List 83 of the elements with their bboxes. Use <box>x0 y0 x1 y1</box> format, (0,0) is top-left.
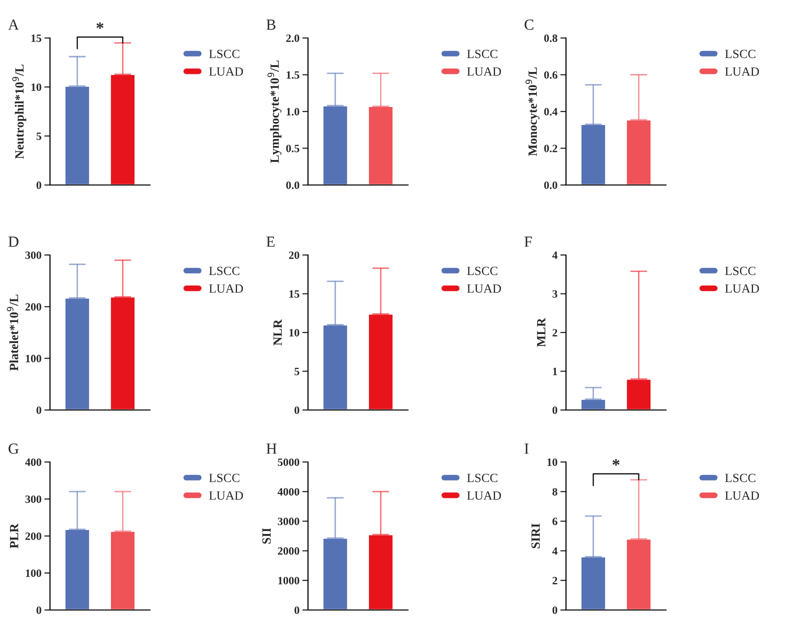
annotation: * <box>612 459 620 466</box>
y-tick-label: 400 <box>25 458 42 466</box>
text: * <box>96 22 104 29</box>
y-tick-label: 6 <box>552 518 558 526</box>
y-tick-label: 100 <box>26 569 42 577</box>
y-tick-label: 300 <box>25 495 42 503</box>
y-axis-title: NLR <box>274 319 282 346</box>
legend-label: LUAD <box>725 491 759 500</box>
legend-label: LUAD <box>467 284 501 293</box>
y-tick-label: 0.0 <box>286 181 300 190</box>
legend-label: LSCC <box>467 266 498 276</box>
y-tick-label: 3000 <box>278 518 300 526</box>
legend-label: LUAD <box>467 67 501 76</box>
y-tick-label: 20 <box>289 251 300 259</box>
y-tick-label: 10 <box>289 328 300 336</box>
y-tick-label: 5000 <box>278 458 300 466</box>
y-tick-label: 0.8 <box>544 34 558 42</box>
legend-label: LSCC <box>467 50 498 58</box>
chart-title: A <box>8 20 19 30</box>
y-tick-label: 4000 <box>278 488 300 496</box>
y-tick-label: 15 <box>31 34 42 42</box>
y-tick-label: 2 <box>552 576 558 584</box>
y-tick-label: 0 <box>552 406 558 414</box>
y-axis-title: Neutrophil*10$^{9}$/L <box>12 64 26 159</box>
legend-label: LSCC <box>725 474 756 482</box>
legend-label: LUAD <box>725 284 759 293</box>
y-tick-label: 1.5 <box>286 71 300 79</box>
chart-title: H <box>266 444 277 454</box>
y-tick-label: 0.2 <box>544 144 558 152</box>
chart-title: C <box>524 20 534 30</box>
y-axis-title: PLR <box>10 523 18 548</box>
y-tick-label: 4 <box>552 547 558 555</box>
y-tick-label: 0 <box>552 606 558 614</box>
y-axis-title: SIRI <box>531 524 540 548</box>
legend-label: LUAD <box>209 491 243 500</box>
y-tick-label: 1 <box>553 368 558 376</box>
y-axis-title: Platelet*10$^{9}$/L <box>6 294 18 371</box>
legend-label: LSCC <box>209 50 240 58</box>
y-tick-label: 0.4 <box>544 108 558 116</box>
y-tick-label: 100 <box>26 354 42 362</box>
y-tick-label: 300 <box>25 251 42 259</box>
y-tick-label: 0 <box>294 406 300 414</box>
y-tick-label: 1.0 <box>286 108 300 116</box>
y-tick-label: 1000 <box>278 576 300 584</box>
y-tick-label: 0 <box>36 181 42 189</box>
y-tick-label: 5 <box>36 132 42 140</box>
chart-title: G <box>8 444 19 454</box>
chart-title: D <box>8 236 18 247</box>
legend-label: LUAD <box>209 284 243 293</box>
y-tick-label: 10 <box>547 458 558 466</box>
y-tick-label: 0 <box>36 406 42 414</box>
y-axis-title: Lymphocyte*10$^{9}$/L <box>267 60 282 163</box>
legend-label: LSCC <box>467 474 498 482</box>
y-tick-label: 8 <box>552 488 558 496</box>
chart-title: E <box>266 236 275 247</box>
chart-title: B <box>266 20 276 30</box>
y-tick-label: 15 <box>289 290 300 298</box>
y-tick-label: 0.6 <box>544 71 558 79</box>
legend-label: LSCC <box>209 266 240 276</box>
chart-title: F <box>524 236 532 247</box>
legend-label: LUAD <box>725 67 759 76</box>
y-tick-label: 5 <box>294 368 300 376</box>
legend-label: LSCC <box>725 50 756 58</box>
y-axis-title: MLR <box>537 318 546 347</box>
y-axis-title: SII <box>262 528 271 544</box>
legend-label: LSCC <box>209 474 240 482</box>
legend-label: LUAD <box>467 491 501 500</box>
y-tick-label: 2 <box>552 328 558 336</box>
y-tick-label: 2000 <box>278 547 300 555</box>
y-tick-label: 4 <box>552 252 558 259</box>
y-tick-label: 3 <box>552 290 558 298</box>
legend-label: LSCC <box>725 266 756 276</box>
y-tick-label: 10 <box>31 83 42 91</box>
y-tick-label: 0.0 <box>544 181 558 190</box>
y-tick-label: 2.0 <box>286 34 300 42</box>
y-tick-label: 200 <box>25 303 42 311</box>
y-tick-label: 0 <box>36 606 42 614</box>
y-tick-label: 0.5 <box>286 144 300 152</box>
y-tick-label: 0 <box>294 606 300 614</box>
legend-label: LUAD <box>209 67 243 76</box>
y-tick-label: 200 <box>25 532 42 540</box>
y-axis-title: Monocyte*10$^{9}$/L <box>525 67 540 156</box>
chart-title: I <box>524 444 529 454</box>
